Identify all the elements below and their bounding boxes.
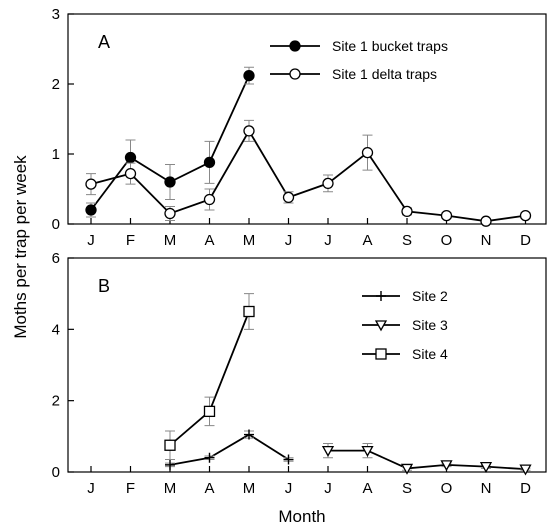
series-site-2: [165, 429, 294, 470]
data-point: [244, 429, 254, 440]
x-tick-label: O: [441, 232, 453, 249]
legend-label: Site 2: [412, 288, 448, 304]
x-tick-label: A: [362, 480, 372, 497]
data-point: [361, 445, 374, 457]
series-line: [90, 129, 526, 223]
panel-label: A: [98, 32, 110, 52]
x-tick-label: M: [164, 232, 177, 249]
series-line: [328, 449, 526, 471]
plot-frame: [67, 257, 547, 473]
panel-label: B: [98, 276, 110, 296]
x-tick-label: M: [243, 480, 256, 497]
y-tick-label: 2: [52, 393, 60, 410]
data-point: [203, 193, 216, 206]
data-point: [519, 209, 532, 222]
legend-label: Site 3: [412, 317, 448, 333]
data-point: [401, 205, 413, 218]
data-point: [164, 207, 176, 220]
data-point: [440, 209, 453, 222]
legend-label: Site 4: [412, 346, 448, 362]
x-tick-label: N: [481, 480, 492, 497]
y-tick-label: 6: [52, 250, 60, 267]
x-tick-label: M: [164, 480, 177, 497]
y-tick-label: 3: [52, 6, 60, 23]
legend-marker: [374, 320, 388, 332]
data-point: [203, 156, 216, 169]
x-tick-label: A: [204, 480, 214, 497]
series-site-4: [164, 293, 255, 461]
x-tick-label: J: [324, 232, 332, 249]
x-tick-label: D: [520, 232, 531, 249]
x-tick-label: D: [520, 480, 531, 497]
y-tick-label: 0: [52, 464, 60, 481]
x-tick-label: A: [362, 232, 372, 249]
data-point: [85, 178, 97, 190]
legend-entry: Site 4: [362, 346, 448, 362]
legend-marker: [376, 291, 386, 301]
plot-frame: [67, 13, 547, 225]
data-point: [283, 454, 294, 465]
x-tick-label: A: [204, 232, 214, 249]
x-tick-label: O: [441, 480, 453, 497]
legend-entry: Site 1 delta traps: [270, 66, 437, 82]
series-site-1-delta-traps: [85, 119, 532, 227]
series-site-1-bucket-traps: [85, 66, 255, 218]
data-point: [243, 305, 255, 318]
legend-entry: Site 3: [362, 317, 448, 333]
data-point: [124, 151, 137, 164]
data-point: [124, 167, 137, 180]
data-point: [282, 191, 295, 204]
legend-marker: [289, 68, 301, 80]
data-point: [322, 177, 334, 190]
x-tick-label: F: [126, 232, 135, 249]
x-tick-label: M: [243, 232, 256, 249]
data-point: [203, 405, 216, 418]
y-tick-label: 4: [52, 321, 60, 338]
legend-marker: [289, 40, 301, 52]
x-tick-label: F: [126, 480, 135, 497]
data-point: [243, 69, 255, 82]
x-tick-label: S: [402, 232, 412, 249]
x-tick-label: J: [87, 480, 95, 497]
x-tick-label: J: [324, 480, 332, 497]
x-tick-label: S: [402, 480, 412, 497]
data-point: [480, 215, 492, 227]
data-point: [164, 176, 176, 188]
legend-entry: Site 1 bucket traps: [270, 38, 448, 54]
x-axis-title: Month: [278, 507, 325, 526]
data-point: [243, 125, 255, 137]
series-line: [169, 433, 289, 466]
legend-label: Site 1 delta traps: [332, 66, 437, 82]
x-tick-label: J: [285, 232, 293, 249]
data-point: [85, 204, 97, 216]
data-point: [519, 464, 532, 476]
data-point: [400, 463, 414, 475]
data-point: [479, 461, 493, 473]
y-tick-label: 1: [52, 146, 60, 163]
data-point: [321, 445, 335, 457]
data-point: [165, 459, 175, 470]
series-site-3: [321, 442, 532, 476]
y-axis-title: Moths per trap per week: [11, 155, 30, 339]
legend-label: Site 1 bucket traps: [332, 38, 448, 54]
y-tick-label: 0: [52, 216, 60, 233]
legend-marker: [375, 348, 387, 360]
data-point: [164, 439, 176, 451]
x-tick-label: N: [481, 232, 492, 249]
data-point: [361, 146, 374, 159]
x-tick-label: J: [285, 480, 293, 497]
panel-a: A 0 1 2 3 J F M A M J J A S O N D Site 1 bucket traps Site…: [52, 6, 547, 249]
legend-entry: Site 2: [362, 288, 448, 304]
x-tick-label: J: [87, 232, 95, 249]
panel-b: B 0 2 4 6 J F M A M J J A S O N D Site 2 Site 3 Site 4: [52, 250, 547, 497]
y-tick-label: 2: [52, 76, 60, 93]
data-point: [440, 460, 453, 472]
data-point: [204, 452, 215, 463]
